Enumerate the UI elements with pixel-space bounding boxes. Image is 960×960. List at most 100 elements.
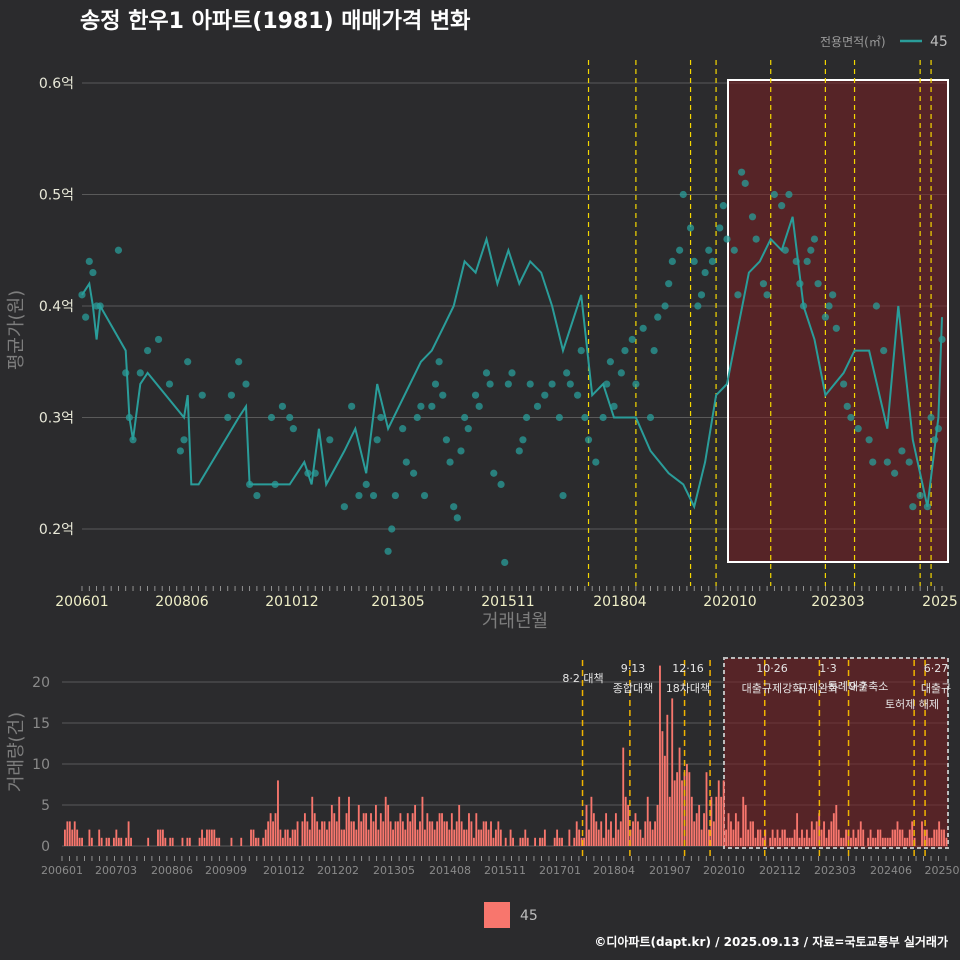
chart-title: 송정 한우1 아파트(1981) 매매가격 변화 (80, 9, 470, 34)
price-point (592, 458, 600, 466)
price-point (541, 391, 549, 399)
volume-bar (646, 796, 649, 846)
volume-bar (188, 837, 191, 846)
price-point (679, 190, 687, 199)
volume-bar (727, 813, 730, 846)
price-point (686, 224, 695, 232)
top-x-tick-label: 200806 (155, 594, 209, 610)
volume-bar (749, 821, 752, 846)
volume-bar (370, 813, 372, 846)
volume-bar (323, 821, 326, 846)
price-point (486, 380, 494, 388)
price-point (428, 402, 436, 410)
volume-bar (382, 821, 385, 846)
bottom-x-tick-label: 200703 (95, 864, 137, 877)
price-point (377, 413, 385, 422)
price-point (504, 380, 512, 388)
volume-bar (426, 813, 429, 846)
event-label-date: 1·3 (819, 662, 837, 675)
price-point (515, 447, 523, 455)
price-line-series (81, 216, 943, 510)
volume-bar (820, 829, 823, 846)
price-point (555, 413, 563, 422)
volume-bar (181, 837, 184, 846)
price-point (730, 246, 738, 254)
price-point (176, 447, 184, 455)
volume-bar (374, 805, 377, 846)
volume-bar (671, 698, 674, 846)
price-point (96, 302, 104, 310)
price-point (701, 268, 709, 277)
bottom-x-tick-label: 202010 (703, 864, 745, 877)
volume-bar (338, 796, 341, 846)
volume-bar (257, 837, 260, 846)
volume-bar (125, 837, 128, 846)
volume-bar (463, 829, 465, 846)
volume-bar (267, 821, 270, 846)
price-point (654, 313, 662, 321)
volume-bar (747, 829, 750, 846)
volume-bar (157, 829, 159, 846)
price-point (180, 436, 188, 444)
volume-bar (512, 837, 514, 846)
volume-bar (169, 837, 172, 846)
volume-bar (350, 821, 353, 846)
volume-bar (213, 829, 216, 846)
volume-bar (470, 821, 473, 846)
volume-bar (923, 829, 926, 846)
volume-bar (208, 829, 211, 846)
price-point (628, 335, 636, 344)
volume-bar (823, 821, 825, 846)
price-point (431, 380, 440, 388)
price-point (803, 257, 811, 265)
price-point (617, 369, 625, 377)
event-label-policy: 특례대출축소 (828, 680, 889, 693)
volume-bar (881, 837, 884, 846)
volume-bar (938, 821, 941, 846)
volume-bar (296, 821, 299, 846)
price-point (136, 369, 144, 377)
volume-bar (828, 829, 830, 846)
volume-bar (431, 821, 434, 846)
volume-bar (720, 796, 723, 846)
volume-bar (340, 829, 343, 846)
top-x-tick-label: 201511 (481, 594, 534, 610)
volume-bar (384, 796, 387, 846)
volume-bar (744, 805, 747, 846)
price-point (799, 302, 808, 310)
price-point (573, 391, 582, 399)
volume-bar (894, 829, 896, 846)
volume-bar (458, 805, 461, 846)
price-point (723, 235, 731, 243)
price-point (603, 380, 611, 388)
volume-bar (886, 837, 889, 846)
volume-bar (362, 813, 365, 846)
volume-bar (933, 829, 936, 846)
volume-bar (935, 829, 938, 846)
volume-bar (722, 780, 725, 846)
price-point (934, 425, 942, 433)
volume-bar (264, 829, 267, 846)
volume-bar (852, 829, 855, 846)
volume-bar (698, 805, 701, 846)
volume-bar (343, 829, 346, 846)
volume-bar (774, 837, 776, 846)
price-point (697, 291, 706, 299)
volume-bar (771, 829, 774, 846)
volume-bar (543, 829, 546, 846)
volume-bar (769, 837, 772, 846)
volume-bar (490, 821, 492, 846)
volume-bar (387, 805, 390, 846)
price-point (450, 503, 458, 511)
volume-bar (269, 813, 272, 846)
volume-bar (876, 829, 879, 846)
price-point (639, 324, 647, 332)
volume-bar (526, 837, 529, 846)
price-point (785, 190, 793, 199)
volume-bar (597, 829, 600, 846)
volume-bar (651, 829, 654, 846)
volume-bar (558, 837, 561, 846)
bottom-event-lines: 8·2 대책 9·13 종합대책 12·16 18차대책 10·26 대출규제강화 1·3 규제… (562, 660, 951, 856)
volume-bar (649, 821, 652, 846)
volume-bar (164, 837, 167, 846)
